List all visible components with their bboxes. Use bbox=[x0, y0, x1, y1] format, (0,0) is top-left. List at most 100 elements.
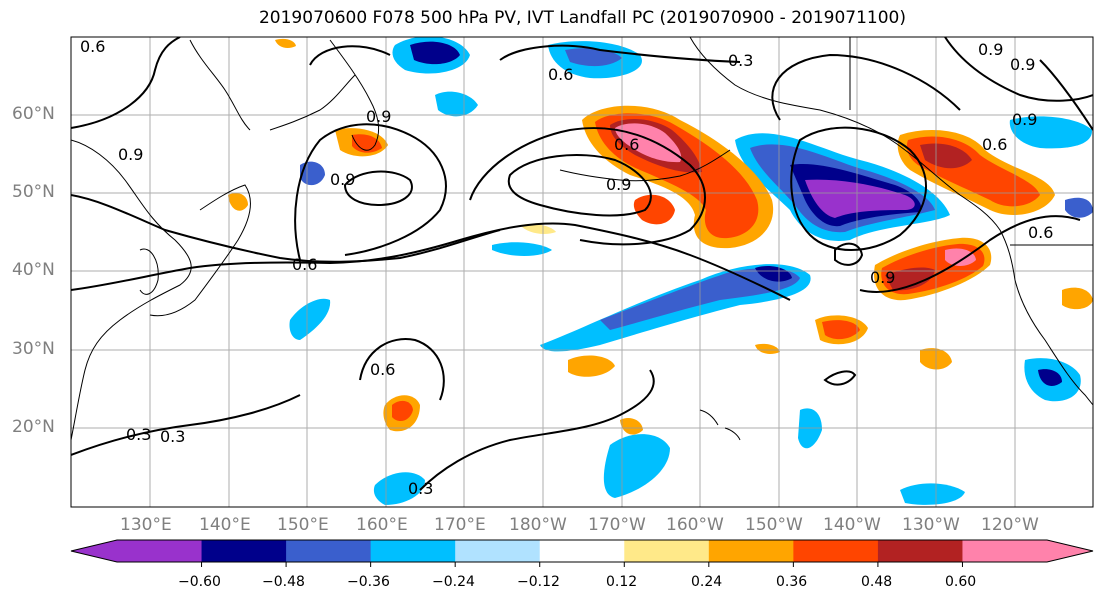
colorbar-cell bbox=[201, 540, 287, 562]
coast-aleutians bbox=[559, 149, 731, 182]
contour-label: 0.6 bbox=[1028, 223, 1053, 242]
lon-label-120w: 120°W bbox=[981, 515, 1039, 535]
positive-anomaly-spot-7 bbox=[620, 418, 643, 435]
contour-17 bbox=[823, 370, 857, 386]
coast-kuril bbox=[269, 74, 356, 131]
colorbar-tick-label: 0.48 bbox=[861, 574, 893, 590]
colorbar-extend-low bbox=[71, 540, 117, 562]
contour-18 bbox=[1039, 59, 1093, 131]
colorbar-cell bbox=[286, 540, 372, 562]
lon-label-160w: 160°W bbox=[666, 515, 724, 535]
map-title: 2019070600 F078 500 hPa PV, IVT Landfall… bbox=[258, 8, 906, 28]
contour-9 bbox=[834, 242, 864, 266]
contour-label: 0.9 bbox=[870, 268, 895, 287]
colorbar-cell bbox=[877, 540, 963, 562]
contour-label: 0.9 bbox=[1010, 55, 1035, 74]
colorbar-cell bbox=[962, 540, 1048, 562]
positive-anomaly-bc-darkred bbox=[920, 143, 972, 169]
contour-label: 0.6 bbox=[982, 135, 1007, 154]
contour-label: 0.9 bbox=[1012, 110, 1037, 129]
negative-anomaly-south-2 bbox=[373, 472, 425, 505]
positive-anomaly-spot-4-inner bbox=[352, 134, 382, 153]
contour-label: 0.6 bbox=[292, 255, 317, 274]
coast-korea bbox=[139, 248, 159, 295]
contour-4 bbox=[294, 123, 447, 261]
colorbar-tick-label: 0.24 bbox=[691, 574, 723, 590]
positive-anomaly-spot-12 bbox=[755, 343, 780, 354]
negative-anomaly-west-2 bbox=[300, 161, 325, 186]
negative-anomaly-south-1 bbox=[603, 434, 670, 498]
contour-labels: 0.6 0.3 0.9 0.9 0.9 0.6 0.9 0.6 0.6 0.9 … bbox=[80, 37, 1053, 498]
contour-label: 0.9 bbox=[330, 170, 355, 189]
colorbar-tick-label: 0.12 bbox=[606, 574, 638, 590]
coast-okhotsk bbox=[189, 39, 251, 131]
positive-anomaly-spot-6 bbox=[1062, 287, 1093, 310]
negative-anomaly-central-navy bbox=[755, 266, 792, 282]
lon-label-140w: 140°W bbox=[823, 515, 881, 535]
negative-anomaly-south-4 bbox=[900, 483, 965, 505]
negative-anomaly-east-2 bbox=[1065, 197, 1093, 218]
lon-label-140e: 140°E bbox=[199, 515, 251, 535]
contour-1 bbox=[71, 37, 181, 129]
positive-anomaly-spot-8 bbox=[228, 193, 248, 211]
contour-label: 0.9 bbox=[366, 107, 391, 126]
contour-11 bbox=[944, 37, 1093, 102]
lon-label-150w: 150°W bbox=[745, 515, 803, 535]
contour-label: 0.6 bbox=[548, 65, 573, 84]
colorbar-tick-label: −0.60 bbox=[178, 574, 221, 590]
contour-label: 0.6 bbox=[370, 360, 395, 379]
contour-2 bbox=[71, 194, 501, 263]
map-frame bbox=[70, 36, 1094, 508]
contour-8 bbox=[790, 126, 927, 251]
coast-kamchatka bbox=[329, 39, 380, 151]
colorbar-extend-high bbox=[1047, 540, 1093, 562]
lon-label-150e: 150°E bbox=[277, 515, 329, 535]
contour-7 bbox=[469, 127, 706, 246]
colorbar-tick-label: 0.60 bbox=[945, 574, 977, 590]
negative-anomaly-gulf-purple bbox=[805, 179, 915, 218]
lon-label-130w: 130°W bbox=[902, 515, 960, 535]
lon-label-130e: 130°E bbox=[120, 515, 172, 535]
contour-label: 0.3 bbox=[160, 427, 185, 446]
negative-anomaly-top-3 bbox=[435, 91, 478, 117]
positive-anomaly-spot-5 bbox=[568, 355, 615, 377]
positive-anomaly-california-pink bbox=[945, 248, 976, 266]
contour-16 bbox=[419, 369, 655, 491]
coast-japan bbox=[149, 184, 251, 317]
colorbar-cell bbox=[370, 540, 456, 562]
negative-anomaly-top-1-inner bbox=[410, 41, 460, 65]
negative-anomaly-east-1 bbox=[1009, 116, 1093, 149]
lat-label-30n: 30°N bbox=[12, 339, 55, 359]
pv-contours bbox=[71, 37, 1093, 491]
contour-12 bbox=[309, 45, 391, 66]
contour-5 bbox=[343, 170, 413, 207]
contour-label: 0.9 bbox=[978, 40, 1003, 59]
colorbar-tick-label: −0.24 bbox=[432, 574, 475, 590]
positive-anomaly-spot-11 bbox=[275, 38, 296, 48]
colorbar-cell bbox=[117, 540, 203, 562]
contour-label: 0.3 bbox=[126, 425, 151, 444]
negative-anomaly-west bbox=[289, 298, 331, 340]
colorbar-outline bbox=[70, 539, 1094, 563]
contour-6 bbox=[507, 154, 652, 217]
contour-label: 0.9 bbox=[606, 175, 631, 194]
coast-asia bbox=[71, 139, 192, 441]
colorbar-cell bbox=[539, 540, 625, 562]
lat-label-20n: 20°N bbox=[12, 417, 55, 437]
lon-label-160e: 160°E bbox=[356, 515, 408, 535]
contour-10 bbox=[771, 53, 961, 121]
contour-3 bbox=[71, 222, 791, 301]
contour-label: 0.3 bbox=[408, 479, 433, 498]
lat-label-40n: 40°N bbox=[12, 260, 55, 280]
contour-14 bbox=[359, 338, 445, 401]
contour-label: 0.9 bbox=[118, 145, 143, 164]
negative-anomaly-top-2-inner bbox=[565, 48, 622, 67]
coast-bc bbox=[959, 194, 1093, 406]
positive-anomaly-spot-2-inner bbox=[822, 320, 860, 340]
colorbar-cell bbox=[793, 540, 879, 562]
coastlines bbox=[71, 37, 1093, 441]
contour-label: 0.3 bbox=[728, 51, 753, 70]
lon-label-180w: 180°W bbox=[509, 515, 567, 535]
colorbar-tick-label: 0.36 bbox=[776, 574, 808, 590]
lat-label-50n: 50°N bbox=[12, 182, 55, 202]
